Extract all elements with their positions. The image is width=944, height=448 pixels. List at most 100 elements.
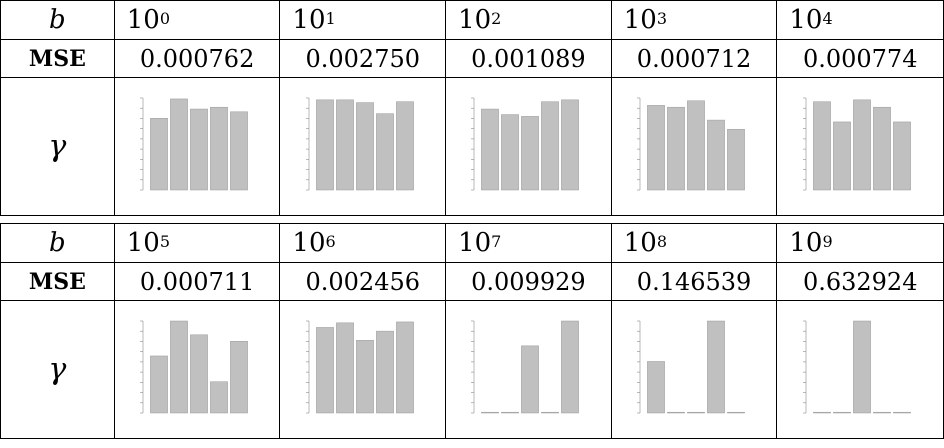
gamma-bar: [335, 322, 354, 413]
b-value: 10 7: [445, 224, 611, 262]
gamma-plot-cell: [113, 78, 280, 215]
gamma-bar: [210, 106, 228, 190]
gamma-bar-chart: [471, 97, 580, 190]
gamma-bar: [395, 100, 414, 190]
mse-value: 0.009929: [445, 263, 611, 300]
table-block-2: b 10 5 10 6 10 7 10 8 10 9 MSE 0.000711 0.002…: [0, 223, 944, 439]
b-value: 10 5: [113, 224, 280, 262]
gamma-bar: [707, 119, 725, 190]
gamma-bar-chart: [637, 320, 745, 413]
mse-row-1: MSE 0.000762 0.002750 0.001089 0.000712 …: [0, 39, 944, 77]
mse-row-2: MSE 0.000711 0.002456 0.009929 0.146539 …: [0, 262, 944, 300]
gamma-bar: [727, 411, 745, 413]
gamma-bar: [521, 345, 540, 413]
gamma-row-2: γ: [0, 300, 944, 439]
gamma-bar: [667, 411, 685, 413]
gamma-bar: [541, 411, 560, 413]
gamma-bar: [170, 98, 188, 190]
b-value: 10 3: [610, 1, 777, 39]
gamma-bar-chart: [305, 97, 414, 190]
gamma-plot-cell: [445, 301, 611, 438]
gamma-bar-chart: [140, 97, 248, 190]
gamma-bar: [190, 334, 208, 413]
gamma-bar: [335, 99, 354, 190]
gamma-bar: [687, 100, 705, 190]
gamma-plot-cell: [113, 301, 280, 438]
b-label: b: [0, 1, 114, 39]
gamma-bar: [561, 99, 580, 190]
gamma-plot-cell: [610, 301, 777, 438]
gamma-row-1: γ: [0, 77, 944, 216]
gamma-bar: [170, 320, 188, 413]
gamma-bar: [521, 115, 540, 190]
gamma-bar: [707, 320, 725, 413]
gamma-label: γ: [0, 78, 114, 215]
gamma-bar: [541, 100, 560, 190]
gamma-bar: [481, 108, 500, 190]
gamma-bar: [833, 121, 852, 190]
gamma-bar: [210, 380, 228, 413]
gamma-bar-chart: [803, 320, 912, 413]
b-row-1: b 10 0 10 1 10 2 10 3 10 4: [0, 0, 944, 39]
b-value: 10 9: [776, 224, 944, 262]
mse-value: 0.146539: [610, 263, 777, 300]
mse-label: MSE: [0, 263, 114, 300]
gamma-bar: [853, 99, 872, 190]
b-label: b: [0, 224, 114, 262]
gamma-bar: [501, 411, 520, 413]
gamma-plot-cell: [610, 78, 777, 215]
gamma-bar: [375, 112, 394, 190]
gamma-bar-chart: [637, 97, 745, 190]
mse-value: 0.000711: [113, 263, 280, 300]
gamma-bar: [481, 411, 500, 413]
gamma-bar: [647, 360, 665, 413]
gamma-bar: [873, 411, 892, 413]
gamma-bar-chart: [471, 320, 580, 413]
gamma-bar-chart: [803, 97, 912, 190]
gamma-bar: [230, 340, 248, 413]
gamma-bar-chart: [305, 320, 414, 413]
gamma-bar: [150, 117, 168, 190]
b-value: 10 4: [776, 1, 944, 39]
gamma-bar: [687, 411, 705, 413]
gamma-label: γ: [0, 301, 114, 438]
b-value: 10 6: [279, 224, 445, 262]
gamma-bar: [813, 411, 832, 413]
gamma-bar-chart: [140, 320, 248, 413]
gamma-bar: [873, 106, 892, 190]
mse-value: 0.000774: [776, 40, 944, 77]
gamma-bar: [355, 339, 374, 413]
gamma-bar: [230, 111, 248, 190]
gamma-bar: [893, 411, 912, 413]
gamma-plot-cell: [279, 78, 445, 215]
gamma-plot-cell: [279, 301, 445, 438]
gamma-bar: [150, 355, 168, 413]
gamma-bar: [355, 101, 374, 190]
gamma-bar: [395, 321, 414, 413]
mse-value: 0.000712: [610, 40, 777, 77]
gamma-bar: [561, 320, 580, 413]
gamma-bar: [501, 113, 520, 190]
mse-value: 0.001089: [445, 40, 611, 77]
gamma-bar: [853, 320, 872, 413]
gamma-bar: [315, 326, 334, 413]
gamma-bar: [727, 128, 745, 190]
gamma-plot-cell: [445, 78, 611, 215]
gamma-bar: [813, 100, 832, 190]
gamma-bar: [833, 411, 852, 413]
gamma-bar: [375, 330, 394, 413]
mse-value: 0.002456: [279, 263, 445, 300]
b-value: 10 0: [113, 1, 280, 39]
b-value: 10 8: [610, 224, 777, 262]
mse-label: MSE: [0, 40, 114, 77]
gamma-plot-cell: [776, 301, 944, 438]
gamma-bar: [893, 121, 912, 190]
b-value: 10 1: [279, 1, 445, 39]
mse-value: 0.632924: [776, 263, 944, 300]
b-value: 10 2: [445, 1, 611, 39]
gamma-bar: [315, 99, 334, 190]
gamma-bar: [647, 104, 665, 190]
mse-value: 0.002750: [279, 40, 445, 77]
gamma-bar: [190, 108, 208, 190]
table-block-1: b 10 0 10 1 10 2 10 3 10 4 MSE 0.000762 0.002…: [0, 0, 944, 216]
